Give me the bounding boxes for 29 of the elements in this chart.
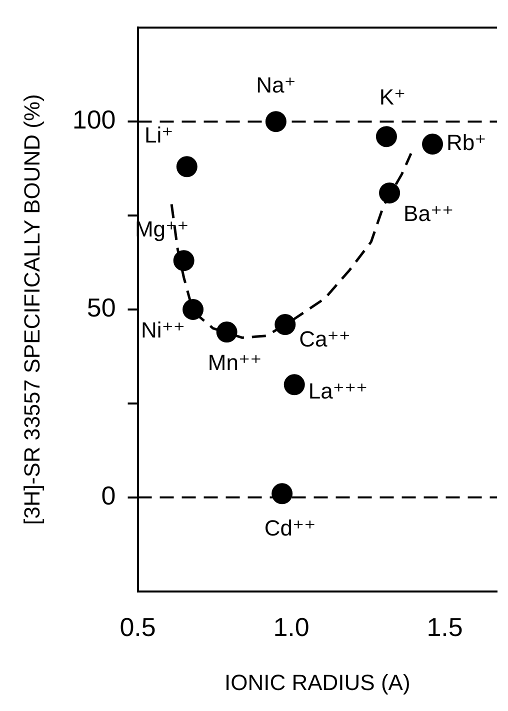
- point: [272, 483, 293, 504]
- point: [176, 156, 198, 178]
- annotation: Ca⁺⁺: [299, 326, 351, 352]
- annotation: Ba⁺⁺: [404, 201, 454, 226]
- y-tick-label: 50: [86, 292, 116, 323]
- annotation: Na⁺: [256, 72, 296, 98]
- x-tick-label: 1.0: [273, 612, 310, 642]
- y-axis-title: [3H]-SR 33557 SPECIFICALLY BOUND (%): [19, 94, 44, 525]
- annotation: Rb⁺: [446, 130, 486, 156]
- y-tick-label: 100: [72, 104, 116, 135]
- point: [379, 182, 400, 204]
- annotation: Cd⁺⁺: [264, 516, 316, 541]
- annotation: Mn⁺⁺: [208, 350, 262, 376]
- point: [182, 299, 204, 320]
- point: [376, 126, 397, 148]
- annotation: K⁺: [379, 84, 406, 110]
- x-axis-title: IONIC RADIUS (A): [224, 670, 410, 695]
- point: [173, 250, 194, 272]
- point: [216, 322, 238, 343]
- point: [422, 134, 444, 155]
- y-tick-label: 0: [101, 480, 116, 511]
- point: [274, 314, 296, 336]
- x-tick-label: 0.5: [120, 612, 156, 642]
- annotation: Li⁺: [144, 122, 174, 148]
- annotation: La⁺⁺⁺: [308, 378, 368, 404]
- x-tick-label: 1.5: [426, 612, 463, 642]
- point: [284, 374, 305, 396]
- annotation: Ni⁺⁺: [141, 318, 186, 343]
- point: [265, 111, 286, 132]
